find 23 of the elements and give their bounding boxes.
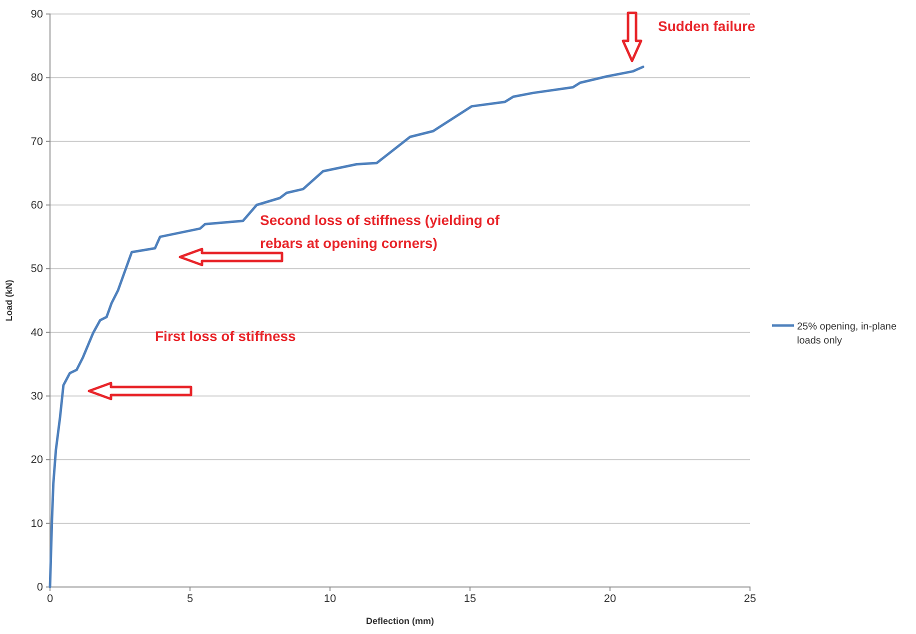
y-tick-label: 20	[30, 454, 43, 466]
y-tick-label: 30	[30, 390, 43, 403]
y-tick-label: 90	[30, 8, 43, 21]
line-series	[48, 66, 644, 588]
x-tick-label: 5	[186, 592, 194, 605]
y-tick-label: 50	[30, 263, 43, 276]
annotation: First loss of stiffness	[155, 328, 296, 344]
y-tick-label: 10	[30, 518, 43, 530]
x-tick-label: 20	[604, 592, 616, 605]
x-tick-label: 15	[464, 592, 476, 605]
y-tick-label: 0	[36, 582, 43, 594]
x-tick-label: 10	[324, 592, 336, 605]
y-axis-title: Load (kN)	[4, 280, 14, 322]
legend-label: 25% opening, in-plane loads only	[797, 322, 897, 346]
annotation: Sudden failure	[658, 18, 756, 34]
x-tick-label: 0	[46, 592, 54, 605]
y-tick-label: 60	[30, 200, 43, 212]
x-tick-label: 25	[744, 592, 756, 605]
y-tick-label: 70	[30, 136, 43, 148]
y-tick-label: 80	[30, 72, 43, 84]
x-axis-title: Deflection (mm)	[366, 616, 434, 626]
y-tick-label: 40	[30, 326, 43, 339]
annotation: Second loss of stiffness (yielding of rebars at opening corners)	[260, 212, 500, 251]
